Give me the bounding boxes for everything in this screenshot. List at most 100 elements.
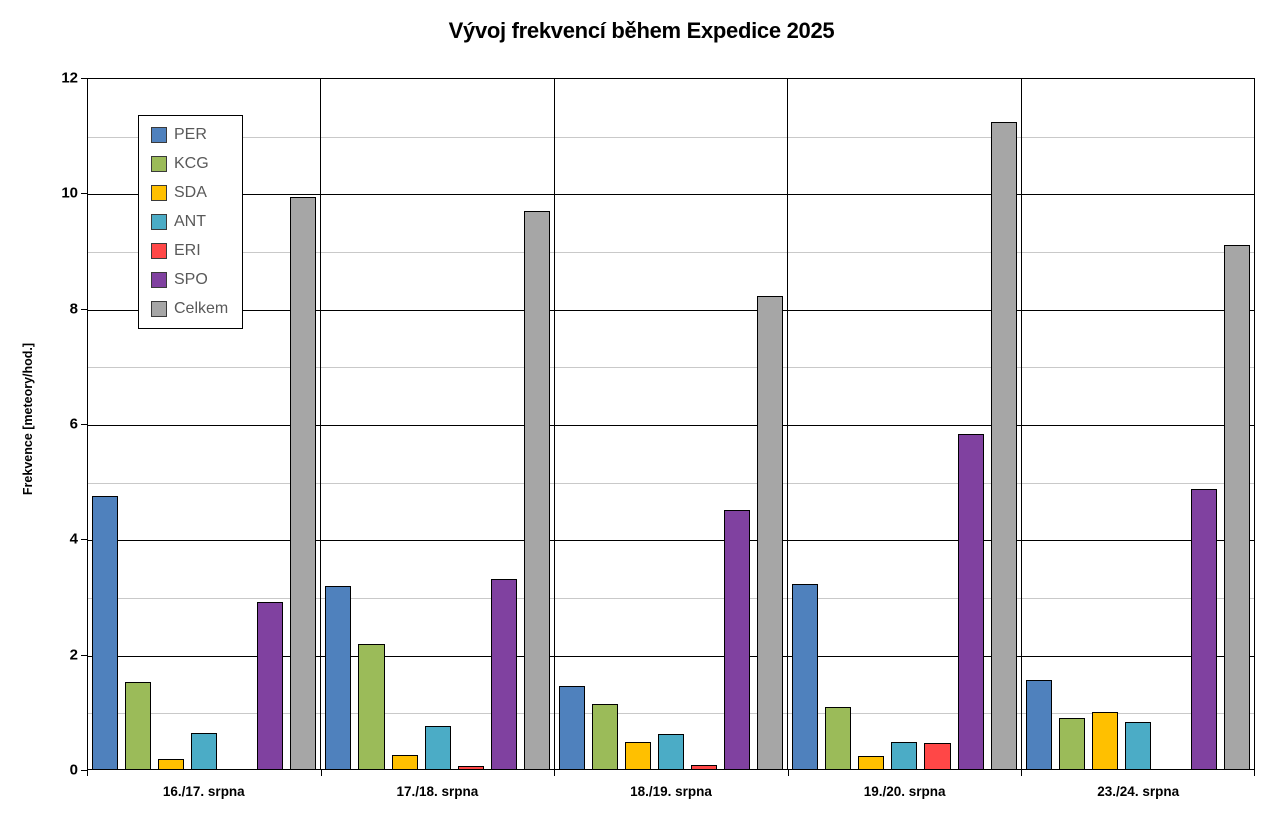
y-tick-mark-4	[81, 539, 87, 541]
y-tick-mark-0	[81, 770, 87, 771]
bar-SPO-3	[957, 433, 984, 769]
bar-slot-SPO-4	[1190, 79, 1217, 769]
bar-slot-KCG-4	[1058, 79, 1085, 769]
legend-swatch-PER	[151, 127, 167, 143]
legend-item-SDA: SDA	[151, 185, 228, 201]
bar-KCG-1	[358, 643, 385, 769]
bar-ANT-0	[191, 733, 218, 769]
legend-item-SPO: SPO	[151, 272, 228, 288]
x-tick-mark-5	[1254, 770, 1255, 776]
bar-KCG-4	[1058, 718, 1085, 769]
bar-slot-SPO-2	[724, 79, 751, 769]
legend-swatch-ERI	[151, 243, 167, 259]
legend-swatch-SPO	[151, 272, 167, 288]
bar-Celkem-1	[523, 211, 550, 769]
bar-Celkem-2	[757, 296, 784, 769]
bar-slot-KCG-1	[358, 79, 385, 769]
y-tick-label-8: 8	[69, 300, 78, 318]
category-panel-4	[1022, 79, 1254, 769]
legend-label-SDA: SDA	[174, 184, 207, 201]
bar-slot-Celkem-0	[290, 79, 317, 769]
legend-label-ERI: ERI	[174, 242, 201, 259]
bar-PER-4	[1025, 680, 1052, 769]
bar-SDA-2	[624, 741, 651, 769]
x-tick-mark-1	[320, 770, 322, 776]
gridline-minor-5	[88, 482, 1254, 484]
legend-swatch-ANT	[151, 214, 167, 230]
y-tick-mark-8	[81, 308, 87, 310]
legend-swatch-SDA	[151, 185, 167, 201]
bar-slot-PER-2	[558, 79, 585, 769]
bar-slot-PER-1	[325, 79, 352, 769]
gridline-minor-11	[88, 136, 1254, 138]
y-tick-mark-10	[81, 193, 87, 195]
chart-title: Vývoj frekvencí během Expedice 2025	[448, 18, 835, 43]
bar-slot-ERI-2	[691, 79, 718, 769]
bar-panels	[88, 79, 1254, 769]
x-tick-mark-3	[787, 770, 789, 776]
y-tick-label-10: 10	[61, 184, 78, 202]
bar-KCG-3	[825, 707, 852, 769]
bar-slot-ANT-4	[1124, 79, 1151, 769]
bar-slot-ERI-3	[924, 79, 951, 769]
gridline-major-4	[88, 540, 1254, 542]
x-category-label-0: 16./17. srpna	[162, 784, 245, 799]
bar-slot-SDA-0	[158, 79, 185, 769]
bar-ERI-3	[924, 743, 951, 769]
x-tick-mark-4	[1021, 770, 1023, 776]
bar-ANT-1	[424, 725, 451, 769]
bar-Celkem-4	[1224, 244, 1251, 769]
legend-swatch-KCG	[151, 156, 167, 172]
legend-item-KCG: KCG	[151, 156, 228, 172]
bar-slot-KCG-0	[125, 79, 152, 769]
bar-KCG-2	[591, 704, 618, 769]
x-category-label-3: 19./20. srpna	[863, 784, 946, 799]
bar-SDA-1	[391, 755, 418, 769]
x-category-label-1: 17./18. srpna	[396, 784, 479, 799]
bar-ANT-3	[891, 741, 918, 769]
bar-PER-3	[792, 584, 819, 769]
y-tick-label-6: 6	[69, 415, 78, 433]
bar-SDA-3	[858, 756, 885, 769]
bar-slot-SDA-4	[1091, 79, 1118, 769]
gridline-minor-9	[88, 252, 1254, 253]
bar-ANT-2	[658, 733, 685, 769]
x-category-label-2: 18./19. srpna	[630, 784, 712, 799]
bar-PER-0	[92, 496, 119, 769]
y-tick-label-12: 12	[61, 69, 78, 87]
legend-label-ANT: ANT	[174, 213, 206, 230]
x-tick-mark-2	[554, 770, 556, 776]
y-tick-mark-6	[81, 424, 87, 425]
bar-SPO-1	[490, 578, 517, 769]
bar-slot-SPO-1	[490, 79, 517, 769]
legend-item-Celkem: Celkem	[151, 301, 228, 317]
bar-slot-ANT-3	[891, 79, 918, 769]
bar-slot-ANT-2	[658, 79, 685, 769]
bar-ERI-1	[457, 766, 484, 769]
bar-slot-PER-4	[1025, 79, 1052, 769]
y-tick-label-2: 2	[69, 646, 78, 664]
bar-slot-Celkem-2	[757, 79, 784, 769]
category-panel-3	[788, 79, 1022, 769]
bar-slot-ANT-0	[191, 79, 218, 769]
x-tick-mark-0	[87, 770, 88, 776]
y-tick-mark-12	[81, 78, 87, 79]
bar-slot-PER-0	[92, 79, 119, 769]
bar-slot-ANT-1	[424, 79, 451, 769]
x-category-label-4: 23./24. srpna	[1097, 784, 1180, 799]
bar-slot-SDA-3	[858, 79, 885, 769]
category-panel-0	[88, 79, 322, 769]
bar-slot-KCG-2	[591, 79, 618, 769]
gridline-major-8	[88, 309, 1254, 311]
bar-slot-SPO-3	[957, 79, 984, 769]
legend-label-Celkem: Celkem	[174, 300, 229, 317]
gridline-minor-1	[88, 713, 1254, 715]
y-tick-mark-2	[81, 654, 87, 656]
legend: PER KCG SDA ANT ERI SPO Celkem	[138, 115, 244, 329]
bar-SDA-4	[1091, 712, 1118, 769]
category-panel-2	[555, 79, 789, 769]
legend-item-ANT: ANT	[151, 214, 228, 230]
bar-slot-ERI-1	[457, 79, 484, 769]
bar-slot-KCG-3	[825, 79, 852, 769]
bar-slot-SDA-1	[391, 79, 418, 769]
